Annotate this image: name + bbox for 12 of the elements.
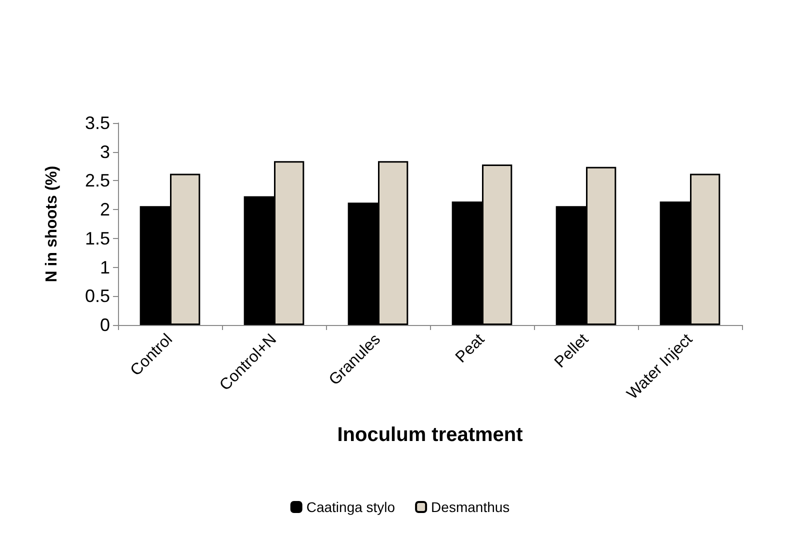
y-tick-label: 0.5 [84, 286, 110, 306]
y-tick-label: 3.5 [84, 113, 110, 133]
y-tick-label: 1.5 [84, 228, 110, 248]
y-tick-label: 1 [100, 257, 110, 278]
y-tick-label: 2 [100, 200, 110, 220]
y-tick-label: 3 [100, 142, 110, 162]
legend-label: Desmanthus [431, 499, 510, 515]
y-tick-label: 0 [100, 315, 110, 335]
legend-label: Caatinga stylo [306, 499, 396, 515]
y-tick-label: 2.5 [84, 170, 110, 191]
x-axis-title: Inoculum treatment [337, 424, 524, 446]
y-axis-title: N in shoots (%) [44, 166, 60, 282]
